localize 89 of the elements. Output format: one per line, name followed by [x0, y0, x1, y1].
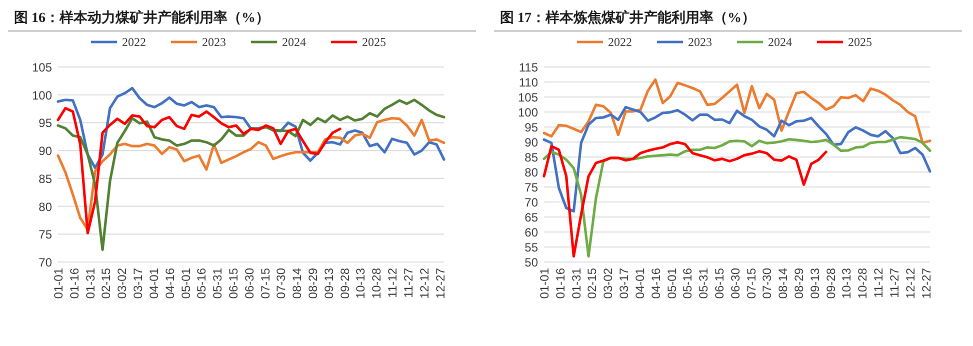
y-tick-label: 95	[38, 116, 52, 130]
x-tick-label: 11-12	[872, 268, 886, 298]
y-tick-label: 65	[524, 210, 538, 224]
line-series	[56, 106, 342, 234]
legend-label: 2022	[608, 35, 632, 49]
line-series	[56, 98, 446, 252]
x-tick-label: 11-27	[887, 268, 902, 298]
x-tick-label: 11-12	[386, 268, 400, 298]
y-tick-label: 75	[524, 180, 538, 194]
x-tick-label: 09-13	[808, 268, 822, 299]
line-series	[542, 78, 932, 144]
x-tick-label: 10-28	[370, 268, 384, 299]
x-tick-label: 06-30	[728, 268, 742, 299]
x-tick-label: 08-29	[792, 268, 806, 299]
line-series	[56, 116, 446, 231]
x-tick-label: 04-16	[648, 268, 663, 299]
x-tick-label: 03-02	[115, 268, 130, 299]
x-tick-label: 04-01	[632, 268, 647, 299]
x-tick-label: 05-16	[680, 268, 695, 299]
x-tick-label: 10-13	[354, 268, 368, 299]
x-tick-label: 01-16	[67, 268, 82, 299]
line-series	[542, 106, 932, 213]
x-tick-label: 04-16	[162, 268, 177, 299]
y-tick-label: 55	[524, 240, 538, 254]
legend-label: 2024	[768, 35, 792, 49]
x-tick-label: 09-28	[338, 268, 352, 299]
x-tick-label: 08-29	[306, 268, 320, 299]
y-tick-label: 105	[518, 90, 538, 104]
line-series	[542, 136, 932, 258]
x-tick-label: 10-13	[840, 268, 854, 299]
x-tick-label: 01-01	[52, 268, 66, 299]
x-tick-label: 07-30	[274, 268, 288, 299]
x-tick-label: 01-31	[83, 268, 98, 299]
x-tick-label: 06-15	[226, 268, 240, 299]
x-tick-label: 06-15	[712, 268, 726, 299]
y-tick-label: 105	[32, 60, 52, 74]
legend-label: 2025	[362, 35, 386, 49]
x-tick-label: 05-31	[696, 268, 711, 299]
y-tick-label: 110	[518, 76, 538, 90]
y-tick-label: 85	[38, 172, 52, 186]
y-tick-label: 80	[38, 200, 52, 214]
x-tick-label: 07-15	[744, 268, 758, 299]
y-tick-label: 50	[524, 256, 538, 270]
y-tick-label: 100	[518, 106, 538, 120]
x-tick-label: 09-13	[322, 268, 336, 299]
legend-label: 2025	[848, 35, 872, 49]
x-tick-label: 05-01	[664, 268, 679, 299]
x-tick-label: 07-15	[258, 268, 272, 299]
y-tick-label: 95	[524, 120, 538, 134]
x-tick-label: 11-27	[401, 268, 416, 298]
x-tick-label: 03-17	[131, 268, 146, 299]
y-tick-label: 75	[38, 228, 52, 242]
x-tick-label: 05-31	[210, 268, 225, 299]
x-tick-label: 01-16	[553, 268, 568, 299]
x-tick-label: 01-01	[538, 268, 552, 299]
y-tick-label: 60	[524, 226, 538, 240]
x-tick-label: 03-02	[601, 268, 616, 299]
x-tick-label: 12-12	[417, 268, 432, 299]
x-tick-label: 02-15	[585, 268, 600, 299]
legend-label: 2023	[202, 35, 226, 49]
x-tick-label: 05-16	[194, 268, 209, 299]
x-tick-label: 05-01	[178, 268, 193, 299]
x-tick-label: 07-30	[760, 268, 774, 299]
x-tick-label: 09-28	[824, 268, 838, 299]
y-tick-label: 70	[524, 196, 538, 210]
x-tick-label: 04-01	[146, 268, 161, 299]
x-tick-label: 12-27	[433, 268, 448, 299]
x-tick-label: 12-27	[919, 268, 934, 299]
y-tick-label: 80	[524, 166, 538, 180]
x-tick-label: 08-14	[290, 268, 304, 299]
legend-label: 2024	[282, 35, 306, 49]
line-series	[542, 141, 828, 258]
chart-title: 图 16：样本动力煤矿井产能利用率（%）	[14, 9, 270, 26]
legend-label: 2022	[122, 35, 146, 49]
y-tick-label: 90	[38, 144, 52, 158]
y-tick-label: 85	[524, 150, 538, 164]
x-tick-label: 01-31	[569, 268, 584, 299]
x-tick-label: 02-15	[99, 268, 114, 299]
x-tick-label: 10-28	[856, 268, 870, 299]
x-tick-label: 06-30	[242, 268, 256, 299]
y-tick-label: 90	[524, 136, 538, 150]
legend-label: 2023	[688, 35, 712, 49]
x-tick-label: 03-17	[617, 268, 632, 299]
x-tick-label: 08-14	[776, 268, 790, 299]
x-tick-label: 12-12	[903, 268, 918, 299]
y-tick-label: 115	[518, 60, 538, 74]
y-tick-label: 70	[38, 256, 52, 270]
chart-title: 图 17：样本炼焦煤矿井产能利用率（%）	[500, 9, 756, 26]
y-tick-label: 100	[32, 88, 52, 102]
